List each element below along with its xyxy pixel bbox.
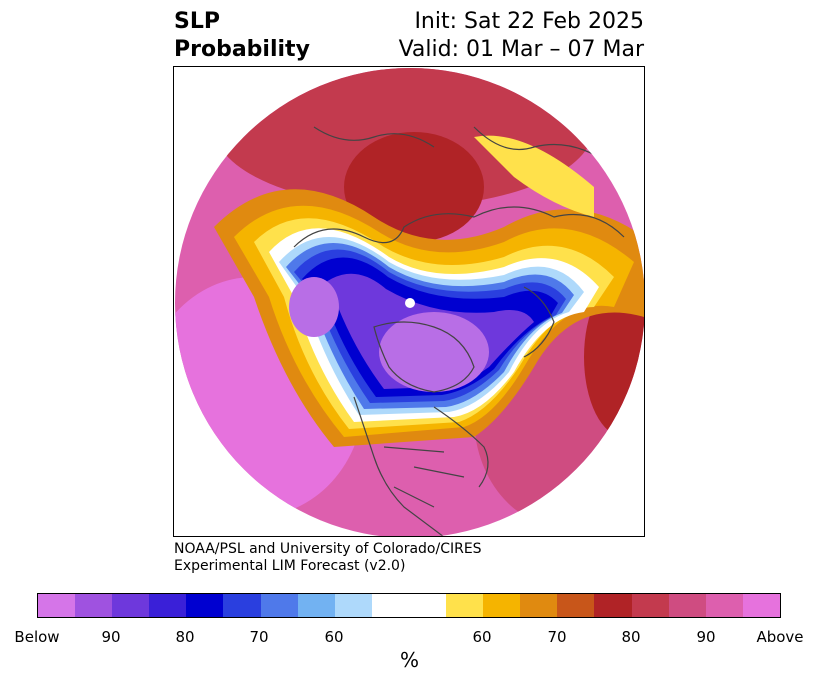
title-kind: Probability bbox=[174, 37, 310, 62]
colorbar-segment bbox=[334, 594, 372, 617]
colorbar-tick-label: Above bbox=[756, 628, 804, 646]
colorbar-segment bbox=[260, 594, 298, 617]
colorbar-tick-label: 70 bbox=[547, 628, 567, 646]
colorbar-segment bbox=[223, 594, 261, 617]
colorbar-segment bbox=[38, 594, 76, 617]
polar-map bbox=[175, 68, 644, 536]
colorbar-ticks: Below 90 80 70 60 60 70 80 90 Above bbox=[0, 628, 819, 648]
colorbar bbox=[37, 593, 781, 618]
colorbar-segment bbox=[371, 594, 409, 617]
colorbar-tick-label: Below bbox=[14, 628, 60, 646]
title-right: Init: Sat 22 Feb 2025 Valid: 01 Mar – 07… bbox=[399, 8, 644, 64]
field-siberia-core bbox=[344, 132, 484, 242]
colorbar-tick-label: 90 bbox=[101, 628, 121, 646]
colorbar-segment bbox=[446, 594, 484, 617]
colorbar-segment bbox=[520, 594, 558, 617]
colorbar-segment bbox=[297, 594, 335, 617]
field-eurasia-yellow bbox=[474, 135, 594, 217]
colorbar-segment bbox=[186, 594, 224, 617]
colorbar-segment bbox=[557, 594, 595, 617]
colorbar-segment bbox=[594, 594, 632, 617]
colorbar-segment bbox=[112, 594, 150, 617]
credit-line1: NOAA/PSL and University of Colorado/CIRE… bbox=[174, 541, 482, 557]
colorbar-segment bbox=[75, 594, 113, 617]
colorbar-tick-label: 80 bbox=[175, 628, 195, 646]
valid-range: Valid: 01 Mar – 07 Mar bbox=[398, 37, 644, 62]
field-below-west bbox=[289, 277, 339, 337]
init-date: Init: Sat 22 Feb 2025 bbox=[414, 9, 644, 34]
colorbar-tick-label: 60 bbox=[324, 628, 344, 646]
map-frame bbox=[173, 66, 645, 537]
credit-line2: Experimental LIM Forecast (v2.0) bbox=[174, 558, 406, 574]
field-below-core bbox=[379, 312, 489, 392]
colorbar-tick-label: 70 bbox=[249, 628, 269, 646]
colorbar-segment bbox=[408, 594, 447, 617]
colorbar-segment bbox=[668, 594, 706, 617]
colorbar-segment bbox=[631, 594, 669, 617]
coastlines bbox=[293, 126, 644, 536]
title-variable: SLP bbox=[174, 9, 220, 34]
north-pole-hole bbox=[405, 298, 415, 308]
colorbar-tick-label: 60 bbox=[472, 628, 492, 646]
colorbar-tick-label: 80 bbox=[621, 628, 641, 646]
colorbar-segment bbox=[705, 594, 743, 617]
colorbar-segment bbox=[742, 594, 780, 617]
colorbar-unit: % bbox=[399, 648, 419, 672]
colorbar-tick-label: 90 bbox=[696, 628, 716, 646]
colorbar-segment bbox=[149, 594, 187, 617]
field-europe-red bbox=[584, 277, 644, 437]
colorbar-segment bbox=[483, 594, 521, 617]
credit: NOAA/PSL and University of Colorado/CIRE… bbox=[174, 541, 482, 575]
title-left: SLP Probability bbox=[174, 8, 310, 64]
